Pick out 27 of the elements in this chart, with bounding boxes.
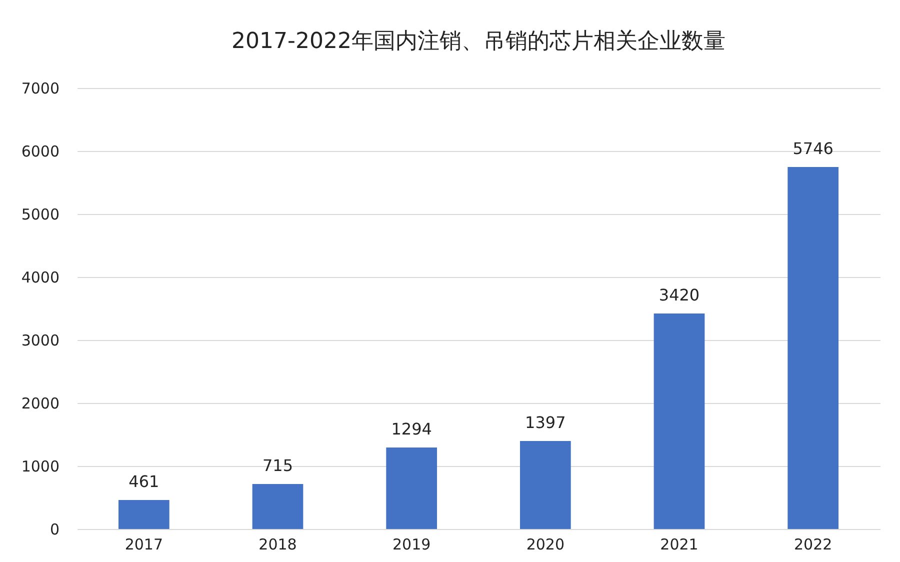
x-tick-label: 2020 bbox=[526, 536, 565, 554]
bar bbox=[252, 484, 304, 529]
y-tick-label: 3000 bbox=[21, 332, 60, 350]
y-tick-label: 6000 bbox=[21, 142, 60, 160]
bar bbox=[118, 500, 170, 529]
bar bbox=[788, 167, 839, 529]
y-tick-label: 5000 bbox=[21, 206, 60, 224]
data-label: 3420 bbox=[658, 286, 700, 305]
y-tick-label: 7000 bbox=[21, 80, 60, 98]
x-tick-label: 2017 bbox=[124, 536, 164, 554]
data-label: 461 bbox=[128, 472, 160, 491]
data-label: 5746 bbox=[792, 139, 834, 158]
y-tick-label: 2000 bbox=[21, 394, 60, 412]
y-tick-label: 4000 bbox=[21, 268, 60, 286]
bar bbox=[520, 440, 571, 529]
x-tick-label: 2022 bbox=[794, 536, 832, 554]
y-tick-label: 1000 bbox=[21, 458, 60, 476]
x-tick-label: 2019 bbox=[392, 536, 431, 554]
chart-title: 2017-2022年国内注销、吊销的芯片相关企业数量 bbox=[232, 29, 726, 54]
x-tick-label: 2021 bbox=[660, 536, 698, 554]
x-tick-label: 2018 bbox=[258, 536, 297, 554]
data-label: 715 bbox=[262, 456, 294, 475]
bar bbox=[654, 314, 705, 529]
y-tick-label: 0 bbox=[50, 520, 60, 538]
data-label: 1294 bbox=[391, 419, 432, 438]
data-label: 1397 bbox=[525, 412, 566, 432]
bar bbox=[386, 447, 438, 529]
